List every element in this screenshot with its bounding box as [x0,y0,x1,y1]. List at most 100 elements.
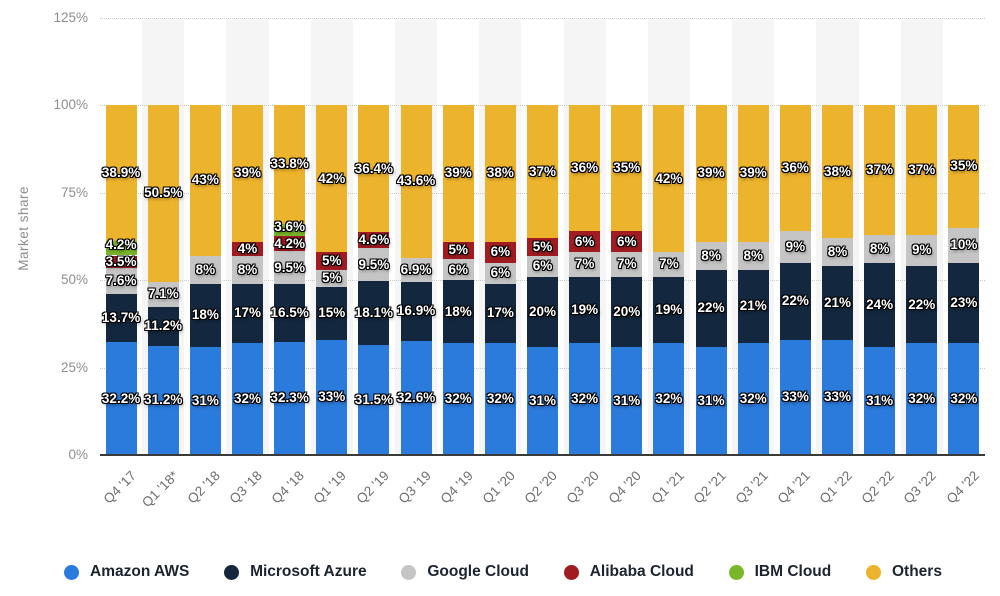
bar-segment-google-cloud[interactable] [864,234,896,263]
legend-item-microsoft-azure[interactable]: Microsoft Azure [224,563,367,581]
bar-segment-amazon-aws[interactable] [779,339,811,455]
bar-segment-amazon-aws[interactable] [611,346,643,455]
bar-segment-google-cloud[interactable] [737,241,769,270]
bar-segment-others[interactable] [105,105,137,241]
bar-segment-others[interactable] [442,105,474,242]
bar-segment-alibaba-cloud[interactable] [316,252,348,270]
bar-segment-amazon-aws[interactable] [358,344,390,455]
bar-segment-microsoft-azure[interactable] [400,281,432,341]
bar-segment-google-cloud[interactable] [948,227,980,263]
bar-segment-others[interactable] [653,105,685,252]
bar-segment-google-cloud[interactable] [653,252,685,277]
bar-segment-alibaba-cloud[interactable] [274,236,306,251]
bar-segment-others[interactable] [147,105,179,282]
bar-segment-amazon-aws[interactable] [484,343,516,455]
bar-segment-alibaba-cloud[interactable] [611,231,643,252]
bar-segment-google-cloud[interactable] [232,255,263,284]
bar-segment-google-cloud[interactable] [316,269,348,287]
bar-segment-google-cloud[interactable] [779,231,811,263]
bar-segment-others[interactable] [906,105,938,235]
legend-item-ibm-cloud[interactable]: IBM Cloud [728,563,831,581]
bar-segment-microsoft-azure[interactable] [653,276,685,343]
bar-segment-amazon-aws[interactable] [316,339,348,455]
bar-segment-amazon-aws[interactable] [147,345,179,455]
bar-segment-google-cloud[interactable] [189,255,221,284]
bar-segment-google-cloud[interactable] [569,252,601,277]
bar-segment-amazon-aws[interactable] [737,343,769,455]
bar-segment-amazon-aws[interactable] [105,342,137,455]
bar-segment-google-cloud[interactable] [274,250,306,285]
bar-segment-others[interactable] [948,105,980,228]
bar-segment-microsoft-azure[interactable] [779,262,811,340]
bar-segment-microsoft-azure[interactable] [906,266,938,343]
bar-segment-microsoft-azure[interactable] [864,262,896,347]
bar-segment-amazon-aws[interactable] [232,343,263,455]
bar-segment-microsoft-azure[interactable] [274,284,306,342]
bar-segment-others[interactable] [484,105,516,242]
bar-segment-others[interactable] [358,105,390,233]
bar-segment-microsoft-azure[interactable] [569,276,601,343]
legend-item-alibaba-cloud[interactable]: Alibaba Cloud [563,563,694,581]
bar-segment-others[interactable] [400,105,432,258]
bar-segment-microsoft-azure[interactable] [737,269,769,343]
bar-segment-amazon-aws[interactable] [527,346,558,455]
bar-segment-others[interactable] [864,105,896,235]
bar-segment-microsoft-azure[interactable] [358,281,390,345]
legend-item-google-cloud[interactable]: Google Cloud [401,563,529,581]
bar-segment-amazon-aws[interactable] [400,340,432,455]
bar-segment-google-cloud[interactable] [442,259,474,280]
bar-segment-google-cloud[interactable] [611,252,643,277]
legend-item-amazon-aws[interactable]: Amazon AWS [64,563,189,581]
bar-segment-microsoft-azure[interactable] [948,262,980,343]
bar-segment-amazon-aws[interactable] [653,343,685,455]
bar-segment-microsoft-azure[interactable] [527,276,558,347]
bar-segment-others[interactable] [611,105,643,231]
bar-segment-google-cloud[interactable] [147,281,179,307]
bar-segment-microsoft-azure[interactable] [611,276,643,347]
bar-segment-google-cloud[interactable] [105,267,137,295]
bar-segment-others[interactable] [779,105,811,231]
bar-segment-amazon-aws[interactable] [274,341,306,455]
bar-segment-google-cloud[interactable] [695,241,727,270]
bar-segment-amazon-aws[interactable] [822,339,853,455]
bar-segment-microsoft-azure[interactable] [147,306,179,346]
bar-segment-others[interactable] [232,105,263,242]
bar-segment-others[interactable] [527,105,558,238]
bar-segment-google-cloud[interactable] [822,238,853,266]
bar-segment-alibaba-cloud[interactable] [569,231,601,252]
bar-segment-others[interactable] [737,105,769,242]
bar-segment-microsoft-azure[interactable] [822,266,853,340]
legend-item-others[interactable]: Others [865,563,942,581]
bar-segment-amazon-aws[interactable] [864,346,896,455]
bar-segment-others[interactable] [274,105,306,224]
bar-segment-ibm-cloud[interactable] [105,240,137,256]
bar-segment-google-cloud[interactable] [484,262,516,284]
bar-segment-amazon-aws[interactable] [948,343,980,455]
bar-segment-amazon-aws[interactable] [695,346,727,455]
bar-segment-microsoft-azure[interactable] [232,283,263,343]
bar-segment-microsoft-azure[interactable] [316,287,348,340]
bar-segment-others[interactable] [569,105,601,231]
bar-segment-amazon-aws[interactable] [442,343,474,455]
bar-segment-ibm-cloud[interactable] [274,223,306,237]
bar-segment-google-cloud[interactable] [400,257,432,282]
bar-segment-alibaba-cloud[interactable] [358,232,390,249]
bar-segment-amazon-aws[interactable] [569,343,601,455]
bar-segment-others[interactable] [189,105,221,256]
bar-segment-alibaba-cloud[interactable] [105,255,137,268]
bar-segment-google-cloud[interactable] [527,255,558,277]
bar-segment-amazon-aws[interactable] [189,346,221,455]
bar-segment-others[interactable] [695,105,727,242]
bar-segment-alibaba-cloud[interactable] [232,241,263,256]
bar-segment-microsoft-azure[interactable] [695,269,727,347]
bar-segment-google-cloud[interactable] [358,248,390,282]
bar-segment-microsoft-azure[interactable] [484,283,516,343]
bar-segment-microsoft-azure[interactable] [442,280,474,343]
bar-segment-microsoft-azure[interactable] [105,294,137,343]
bar-segment-alibaba-cloud[interactable] [442,241,474,259]
bar-segment-amazon-aws[interactable] [906,343,938,455]
bar-segment-alibaba-cloud[interactable] [484,241,516,263]
bar-segment-alibaba-cloud[interactable] [527,238,558,256]
bar-segment-others[interactable] [822,105,853,238]
bar-segment-others[interactable] [316,105,348,252]
